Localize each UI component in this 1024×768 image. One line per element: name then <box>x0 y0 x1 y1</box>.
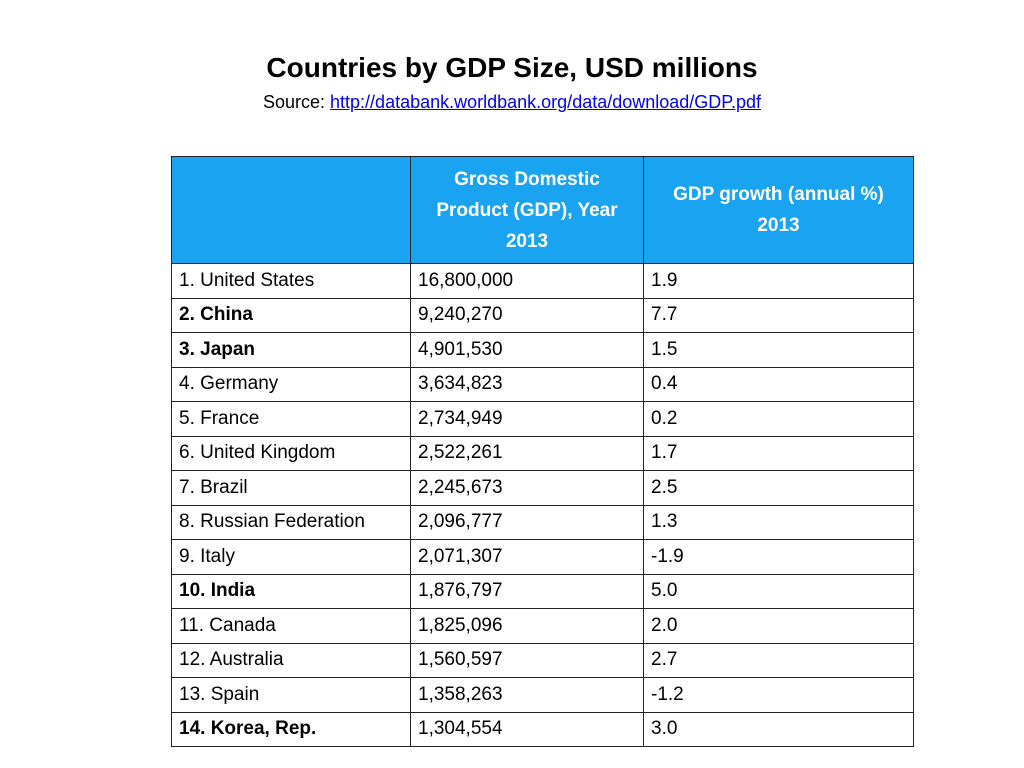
table-row: 3. Japan 4,901,530 1.5 <box>171 332 914 368</box>
country-cell: 8. Russian Federation <box>171 504 411 540</box>
source-line: Source: http://databank.worldbank.org/da… <box>0 90 1024 114</box>
growth-cell: 2.5 <box>643 470 914 506</box>
country-cell: 2. China <box>171 297 411 333</box>
growth-cell: 1.7 <box>643 435 914 471</box>
gdp-cell: 9,240,270 <box>410 297 644 333</box>
growth-cell: 1.3 <box>643 504 914 540</box>
table-row: 13. Spain 1,358,263 -1.2 <box>171 677 914 713</box>
table-row: 6. United Kingdom 2,522,261 1.7 <box>171 435 914 471</box>
country-cell: 7. Brazil <box>171 470 411 506</box>
growth-cell: 3.0 <box>643 711 914 747</box>
source-prefix: Source: <box>262 92 331 112</box>
country-cell: 6. United Kingdom <box>171 435 411 471</box>
table-row: 14. Korea, Rep. 1,304,554 3.0 <box>171 711 914 747</box>
gdp-cell: 4,901,530 <box>410 332 644 368</box>
growth-cell: 0.4 <box>643 366 914 402</box>
growth-cell: -1.2 <box>643 677 914 713</box>
gdp-cell: 1,304,554 <box>410 711 644 747</box>
header-cell-growth: GDP growth (annual %) 2013 <box>643 156 914 264</box>
growth-cell: 0.2 <box>643 401 914 437</box>
gdp-cell: 1,876,797 <box>410 573 644 609</box>
table-row: 5. France 2,734,949 0.2 <box>171 401 914 437</box>
gdp-cell: 2,096,777 <box>410 504 644 540</box>
growth-cell: 7.7 <box>643 297 914 333</box>
growth-cell: 5.0 <box>643 573 914 609</box>
table-row: 4. Germany 3,634,823 0.4 <box>171 366 914 402</box>
table-row: 12. Australia 1,560,597 2.7 <box>171 642 914 678</box>
table-header-row: Gross Domestic Product (GDP), Year 2013 … <box>171 156 914 264</box>
table-row: 2. China 9,240,270 7.7 <box>171 297 914 333</box>
country-cell: 9. Italy <box>171 539 411 575</box>
gdp-cell: 1,358,263 <box>410 677 644 713</box>
gdp-cell: 16,800,000 <box>410 263 644 299</box>
table-row: 7. Brazil 2,245,673 2.5 <box>171 470 914 506</box>
country-cell: 1. United States <box>171 263 411 299</box>
country-cell: 4. Germany <box>171 366 411 402</box>
table-row: 11. Canada 1,825,096 2.0 <box>171 608 914 644</box>
table-row: 10. India 1,876,797 5.0 <box>171 573 914 609</box>
gdp-cell: 2,734,949 <box>410 401 644 437</box>
header-cell-gdp: Gross Domestic Product (GDP), Year 2013 <box>410 156 644 264</box>
table-row: 8. Russian Federation 2,096,777 1.3 <box>171 504 914 540</box>
table-row: 1. United States 16,800,000 1.9 <box>171 263 914 299</box>
gdp-cell: 1,825,096 <box>410 608 644 644</box>
growth-cell: 1.5 <box>643 332 914 368</box>
country-cell: 14. Korea, Rep. <box>171 711 411 747</box>
growth-cell: 1.9 <box>643 263 914 299</box>
table-body: 1. United States 16,800,000 1.9 2. China 9,2… <box>171 263 914 747</box>
country-cell: 12. Australia <box>171 642 411 678</box>
growth-cell: -1.9 <box>643 539 914 575</box>
country-cell: 10. India <box>171 573 411 609</box>
country-cell: 3. Japan <box>171 332 411 368</box>
growth-cell: 2.0 <box>643 608 914 644</box>
header-cell-country <box>171 156 411 264</box>
gdp-cell: 3,634,823 <box>410 366 644 402</box>
country-cell: 13. Spain <box>171 677 411 713</box>
table-row: 9. Italy 2,071,307 -1.9 <box>171 539 914 575</box>
gdp-cell: 2,245,673 <box>410 470 644 506</box>
growth-cell: 2.7 <box>643 642 914 678</box>
gdp-cell: 2,522,261 <box>410 435 644 471</box>
gdp-cell: 1,560,597 <box>410 642 644 678</box>
gdp-cell: 2,071,307 <box>410 539 644 575</box>
gdp-table: Gross Domestic Product (GDP), Year 2013 … <box>171 156 914 747</box>
source-link[interactable]: http://databank.worldbank.org/data/downl… <box>330 92 761 112</box>
country-cell: 11. Canada <box>171 608 411 644</box>
country-cell: 5. France <box>171 401 411 437</box>
page-title: Countries by GDP Size, USD millions <box>266 52 758 83</box>
